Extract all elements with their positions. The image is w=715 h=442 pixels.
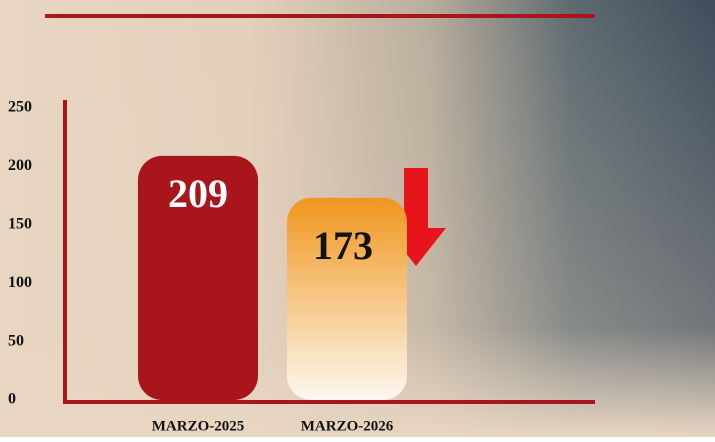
chart: 0 50 100 150 200 250 209 MARZO-2025 173 MARZO-202… [0, 0, 715, 437]
value-label: 209 [168, 171, 228, 216]
page: 0 50 100 150 200 250 209 MARZO-2025 173 MARZO-202… [0, 0, 715, 437]
y-tick-label: 200 [8, 157, 32, 174]
value-label: 173 [313, 223, 373, 268]
y-tick-label: 50 [8, 332, 24, 349]
y-tick-label: 100 [8, 274, 32, 291]
y-tick-label: 0 [8, 391, 16, 408]
x-tick-label: MARZO-2025 [152, 418, 245, 434]
y-tick-label: 150 [8, 215, 32, 232]
y-tick-label: 250 [8, 99, 32, 116]
x-tick-label: MARZO-2026 [301, 418, 394, 434]
